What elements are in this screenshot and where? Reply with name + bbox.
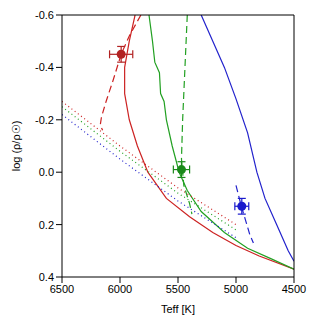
svg-text:0.4: 0.4 [39,271,54,283]
svg-text:-0.4: -0.4 [35,61,54,73]
svg-text:5000: 5000 [224,283,248,295]
svg-text:6500: 6500 [50,283,74,295]
svg-text:-0.2: -0.2 [35,114,54,126]
svg-text:log (ρ/ρ☉): log (ρ/ρ☉) [10,121,22,172]
svg-text:6000: 6000 [108,283,132,295]
svg-text:5500: 5500 [166,283,190,295]
svg-text:0.2: 0.2 [39,219,54,231]
svg-text:4500: 4500 [282,283,306,295]
svg-text:-0.6: -0.6 [35,9,54,21]
svg-text:0.0: 0.0 [39,166,54,178]
svg-text:Teff [K]: Teff [K] [161,303,195,315]
